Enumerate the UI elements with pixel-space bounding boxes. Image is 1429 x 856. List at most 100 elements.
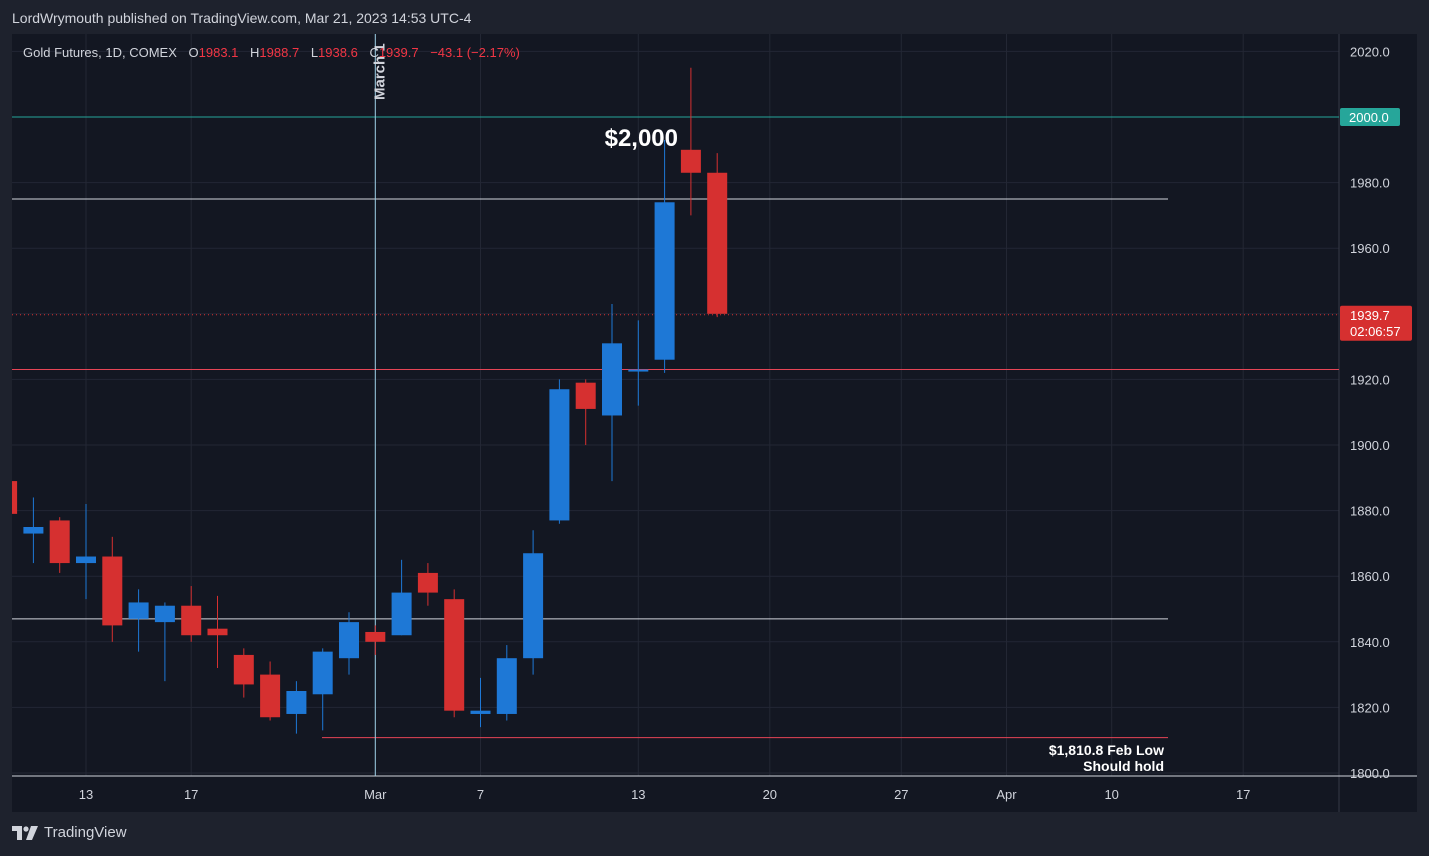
candle-body — [128, 602, 149, 619]
candle-up — [496, 645, 517, 721]
y-tick-label: 1840.0 — [1350, 635, 1390, 650]
legend-symbol: Gold Futures, 1D, COMEX — [23, 45, 177, 60]
candle-body — [470, 710, 491, 714]
y-tick-label: 1900.0 — [1350, 438, 1390, 453]
candle-body — [286, 691, 307, 714]
legend-low: 1938.6 — [318, 45, 358, 60]
countdown-timer: 02:06:57 — [1350, 324, 1401, 339]
y-tick-label: 1880.0 — [1350, 504, 1390, 519]
candle-body — [23, 527, 44, 534]
y-tick-label: 2020.0 — [1350, 44, 1390, 59]
candle-up — [76, 504, 96, 600]
chart-frame[interactable]: 1800.0 1820.0 1840.0 1860.0 1880.0 1900.0 1920… — [12, 34, 1417, 812]
candle-down — [680, 67, 701, 216]
candle-up — [339, 612, 359, 675]
last-price-label: 1939.7 — [1350, 308, 1390, 323]
candle-down — [49, 517, 70, 573]
tradingview-logo[interactable]: TradingView — [12, 824, 127, 841]
legend-close-label: C — [369, 45, 379, 60]
y-tick-label: 1860.0 — [1350, 569, 1390, 584]
candle-down — [365, 625, 386, 655]
x-tick-label: 13 — [79, 787, 93, 802]
candle-body — [181, 605, 202, 636]
candle-body — [76, 556, 96, 564]
x-tick-label: 10 — [1104, 787, 1118, 802]
candle-up — [286, 681, 307, 734]
candle-body — [417, 572, 438, 593]
candle-up — [523, 530, 544, 675]
annotation-feb-low: $1,810.8 Feb Low — [1049, 742, 1164, 758]
candle-body — [12, 481, 18, 514]
x-tick-label: Mar — [364, 787, 387, 802]
legend-open: 1983.1 — [198, 45, 239, 60]
candle-body — [154, 605, 175, 623]
candle-body — [549, 389, 570, 521]
candle-up — [549, 379, 570, 524]
y-tick-label: 1920.0 — [1350, 372, 1390, 387]
candle-up — [23, 497, 44, 564]
x-tick-label: 13 — [631, 787, 645, 802]
candle-up — [128, 589, 149, 652]
x-tick-label: 17 — [184, 787, 198, 802]
x-tick-label: Apr — [996, 787, 1017, 802]
candle-body — [260, 674, 281, 718]
candle-up — [154, 602, 175, 682]
candle-body — [312, 651, 333, 695]
candle-body — [391, 592, 412, 636]
x-tick-label: 20 — [763, 787, 777, 802]
candle-down — [12, 481, 18, 514]
candle-up — [602, 303, 622, 482]
candle-body — [339, 622, 359, 659]
candle-down — [181, 586, 202, 642]
candle-body — [628, 369, 649, 372]
candle-up — [470, 677, 491, 728]
candle-body — [602, 343, 622, 416]
x-tick-label: 27 — [894, 787, 908, 802]
legend-close: 1939.7 — [378, 45, 419, 60]
y-tick-label: 1980.0 — [1350, 176, 1390, 191]
tradingview-logo-icon — [12, 825, 38, 840]
candle-up — [628, 320, 649, 406]
symbol-legend: Gold Futures, 1D, COMEX O1983.1 H1988.7 … — [23, 45, 520, 60]
annotation-2000: $2,000 — [605, 125, 678, 152]
annotation-should-hold: Should hold — [1083, 758, 1164, 774]
x-tick-label: 17 — [1236, 787, 1250, 802]
march-1-label: March 1 — [371, 43, 388, 100]
legend-high-label: H — [250, 45, 260, 60]
candlestick-chart[interactable]: 1800.0 1820.0 1840.0 1860.0 1880.0 1900.0 1920… — [12, 34, 1417, 812]
publish-caption: LordWrymouth published on TradingView.co… — [12, 10, 472, 26]
candle-body — [365, 631, 386, 642]
candle-down — [207, 595, 228, 669]
y-tick-label: 1800.0 — [1350, 766, 1390, 781]
x-tick-label: 7 — [477, 787, 484, 802]
candle-down — [707, 153, 728, 318]
candle-body — [707, 172, 728, 314]
candle-body — [575, 382, 596, 409]
last-price-tag — [1340, 305, 1412, 341]
candle-body — [444, 599, 465, 711]
candle-down — [417, 563, 438, 606]
candle-body — [523, 553, 544, 659]
legend-high: 1988.7 — [259, 45, 300, 60]
level-price-label: 2000.0 — [1349, 110, 1389, 125]
candle-body — [654, 202, 675, 360]
candle-down — [444, 589, 465, 718]
y-tick-label: 1960.0 — [1350, 241, 1390, 256]
candle-down — [233, 648, 254, 698]
candle-body — [207, 628, 228, 636]
y-tick-label: 1820.0 — [1350, 700, 1390, 715]
candle-down — [102, 536, 123, 642]
candle-down — [260, 661, 281, 721]
candle-body — [680, 149, 701, 173]
level-price-tag — [1340, 108, 1400, 126]
candle-body — [102, 556, 123, 626]
candle-body — [233, 654, 254, 685]
candle-up — [312, 648, 333, 731]
tradingview-brand: TradingView — [44, 824, 127, 841]
legend-open-label: O — [188, 45, 199, 60]
candle-up — [654, 139, 675, 373]
legend-change: −43.1 (−2.17%) — [430, 45, 520, 60]
legend-low-label: L — [310, 45, 319, 60]
candle-down — [575, 379, 596, 445]
candle-up — [391, 559, 412, 636]
